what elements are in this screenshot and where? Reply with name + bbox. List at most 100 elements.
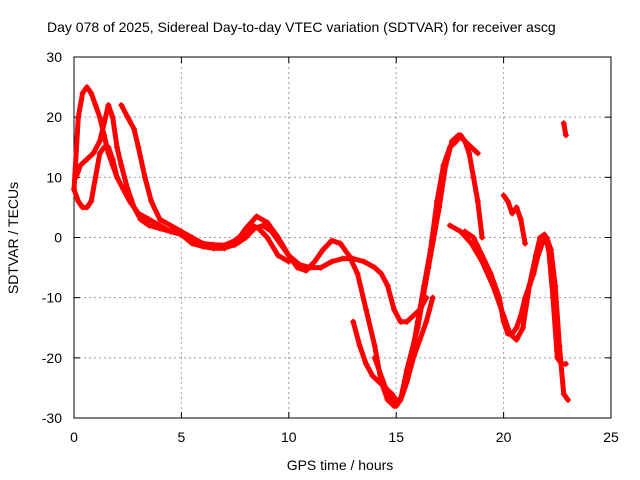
data-point	[75, 198, 82, 205]
data-point	[470, 234, 477, 241]
data-point	[167, 228, 174, 235]
data-point	[363, 360, 370, 367]
data-point	[339, 255, 346, 262]
data-point	[487, 270, 494, 277]
data-point	[96, 138, 103, 145]
data-point	[71, 186, 77, 193]
data-point	[449, 138, 456, 145]
series-line-track-c	[73, 102, 429, 325]
data-point	[178, 228, 185, 235]
data-point	[109, 156, 116, 163]
data-point	[92, 102, 99, 109]
data-point	[526, 282, 533, 289]
y-tick-label: 10	[46, 169, 62, 185]
data-point	[131, 204, 138, 211]
data-point	[446, 222, 453, 229]
data-point	[275, 252, 282, 259]
data-point	[455, 132, 462, 139]
data-point	[565, 396, 572, 403]
data-point	[509, 210, 516, 217]
data-point	[337, 240, 344, 247]
data-point	[360, 258, 367, 265]
data-point	[530, 270, 537, 277]
y-tick-labels: -30 -20 -10 0 10 20 30	[42, 49, 62, 426]
data-point	[474, 198, 481, 205]
x-tick-label: 5	[178, 429, 186, 445]
grid-lines	[74, 57, 611, 418]
data-point	[345, 252, 352, 259]
data-point	[403, 366, 410, 373]
data-point	[210, 243, 217, 250]
axis-ticks	[73, 56, 612, 419]
data-point	[285, 252, 292, 259]
data-point	[468, 240, 475, 247]
series-line-track-i	[501, 192, 528, 246]
data-point	[105, 102, 112, 109]
data-point	[350, 318, 357, 325]
data-point	[410, 312, 417, 319]
data-point	[461, 228, 468, 235]
data-point	[371, 342, 378, 349]
data-point	[328, 258, 335, 265]
data-point	[371, 264, 378, 271]
y-tick-label: 30	[46, 49, 62, 65]
data-point	[543, 234, 550, 241]
series-markers-track-i	[500, 192, 529, 247]
data-point	[199, 240, 206, 247]
y-tick-label: -10	[42, 290, 62, 306]
data-point	[519, 324, 526, 331]
data-point	[92, 174, 99, 181]
data-point	[96, 114, 103, 121]
data-point	[131, 126, 138, 133]
data-point	[442, 162, 449, 169]
series-line-track-b	[71, 144, 292, 265]
data-point	[393, 402, 400, 409]
data-point	[539, 240, 546, 247]
data-point	[403, 318, 410, 325]
data-point	[141, 174, 148, 181]
x-axis-label: GPS time / hours	[287, 457, 394, 473]
data-point	[517, 312, 524, 319]
data-point	[356, 342, 363, 349]
data-point	[397, 318, 404, 325]
data-point	[388, 396, 395, 403]
data-point	[260, 222, 267, 229]
data-point	[318, 264, 325, 271]
series-markers-track-d	[118, 102, 436, 409]
data-point	[253, 213, 260, 220]
data-point	[474, 150, 481, 157]
data-point	[468, 144, 475, 151]
data-point	[509, 330, 516, 337]
data-point	[547, 246, 554, 253]
data-point	[371, 354, 378, 361]
series-line-track-f	[372, 132, 481, 409]
data-point	[148, 198, 155, 205]
data-point	[354, 270, 361, 277]
data-point	[496, 294, 503, 301]
series-markers-track-c	[73, 102, 430, 325]
data-point	[101, 120, 108, 127]
data-point	[135, 144, 142, 151]
data-point	[320, 246, 327, 253]
data-point	[77, 162, 84, 169]
data-point	[560, 390, 567, 397]
data-point	[391, 306, 398, 313]
x-tick-label: 20	[496, 429, 512, 445]
data-point	[513, 204, 520, 211]
data-point	[562, 360, 569, 367]
data-point	[416, 336, 423, 343]
data-point	[522, 294, 529, 301]
data-point	[146, 216, 153, 223]
data-point	[264, 234, 271, 241]
data-point	[96, 150, 103, 157]
data-point	[83, 156, 90, 163]
data-point	[189, 240, 196, 247]
data-point	[537, 234, 544, 241]
data-point	[105, 144, 112, 151]
data-point	[137, 216, 144, 223]
data-point	[90, 150, 97, 157]
data-point	[124, 114, 131, 121]
data-point	[83, 84, 90, 91]
data-point	[79, 90, 86, 97]
